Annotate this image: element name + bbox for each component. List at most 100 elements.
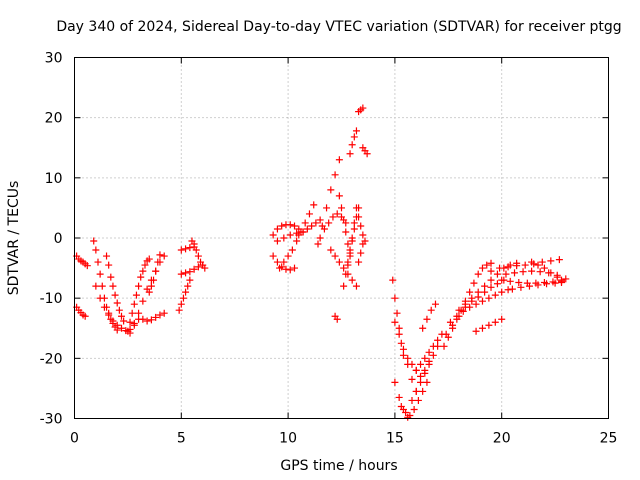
data-point — [117, 312, 125, 320]
data-point — [538, 258, 546, 266]
data-point — [130, 300, 138, 308]
data-point — [160, 309, 168, 317]
data-point — [517, 283, 525, 291]
data-point — [269, 252, 277, 260]
data-point — [273, 237, 281, 245]
data-point — [295, 231, 303, 239]
data-point — [156, 251, 164, 259]
data-point — [288, 246, 296, 254]
data-point — [359, 231, 367, 239]
data-point — [350, 219, 358, 227]
data-point — [408, 375, 416, 383]
data-point — [126, 329, 134, 337]
x-tick-label: 25 — [600, 431, 618, 447]
data-point — [286, 266, 294, 274]
y-axis-title: SDTVAR / TECUs — [6, 181, 22, 296]
data-point — [474, 270, 482, 278]
data-point — [344, 240, 352, 248]
data-point — [333, 210, 341, 218]
data-point — [493, 270, 501, 278]
data-point — [107, 273, 115, 281]
data-point — [487, 267, 495, 275]
data-point — [350, 133, 358, 141]
data-point — [521, 261, 529, 269]
data-point — [280, 258, 288, 266]
data-point — [562, 275, 570, 283]
data-point — [425, 357, 433, 365]
data-point — [182, 288, 190, 296]
data-point — [404, 354, 412, 362]
data-point — [472, 300, 480, 308]
data-point — [481, 282, 489, 290]
data-point — [139, 267, 147, 275]
data-point — [182, 245, 190, 253]
data-point — [305, 210, 313, 218]
data-point — [312, 219, 320, 227]
data-point — [344, 261, 352, 269]
data-point — [453, 312, 461, 320]
y-tick-label: -10 — [40, 291, 63, 307]
data-point — [481, 288, 489, 296]
data-point — [513, 262, 521, 270]
x-tick-label: 5 — [177, 431, 186, 447]
y-tick-label: 10 — [45, 171, 63, 187]
data-point — [160, 252, 168, 260]
data-point — [466, 288, 474, 296]
data-point — [534, 261, 542, 269]
data-point — [487, 283, 495, 291]
data-point — [286, 221, 294, 229]
data-point — [269, 231, 277, 239]
data-point — [352, 127, 360, 135]
data-point — [135, 309, 143, 317]
data-point — [389, 276, 397, 284]
data-point — [340, 264, 348, 272]
data-point — [192, 246, 200, 254]
data-point — [504, 286, 512, 294]
data-point — [534, 281, 542, 289]
data-point — [273, 258, 281, 266]
data-point — [357, 222, 365, 230]
data-point — [92, 246, 100, 254]
data-point — [470, 279, 478, 287]
x-axis-title: GPS time / hours — [280, 458, 397, 474]
y-tick-label: -20 — [40, 351, 63, 367]
data-point — [395, 393, 403, 401]
data-point — [352, 282, 360, 290]
data-point — [417, 378, 425, 386]
data-point — [115, 306, 123, 314]
data-point — [333, 315, 341, 323]
data-point — [177, 300, 185, 308]
data-point — [145, 288, 153, 296]
y-tick-label: -30 — [40, 412, 63, 428]
data-point — [329, 213, 337, 221]
data-point — [395, 330, 403, 338]
data-point — [316, 216, 324, 224]
data-point — [406, 411, 414, 419]
data-point — [105, 311, 113, 319]
data-point — [194, 263, 202, 271]
data-point — [536, 268, 544, 276]
data-point — [323, 204, 331, 212]
x-tick-label: 10 — [279, 431, 297, 447]
data-point — [293, 237, 301, 245]
data-point — [397, 339, 405, 347]
data-point — [515, 279, 523, 287]
data-point — [348, 237, 356, 245]
data-point — [120, 317, 128, 325]
y-tick-label: 30 — [45, 51, 63, 67]
data-point — [498, 288, 506, 296]
data-point — [525, 282, 533, 290]
data-point — [421, 366, 429, 374]
data-point — [423, 378, 431, 386]
data-point — [425, 348, 433, 356]
data-point — [109, 317, 117, 325]
data-point — [182, 269, 190, 277]
data-point — [547, 269, 555, 277]
data-point — [423, 315, 431, 323]
data-point — [184, 282, 192, 290]
data-point — [346, 150, 354, 158]
data-point — [141, 261, 149, 269]
data-point — [100, 303, 108, 311]
data-point — [147, 282, 155, 290]
data-point — [113, 321, 121, 329]
